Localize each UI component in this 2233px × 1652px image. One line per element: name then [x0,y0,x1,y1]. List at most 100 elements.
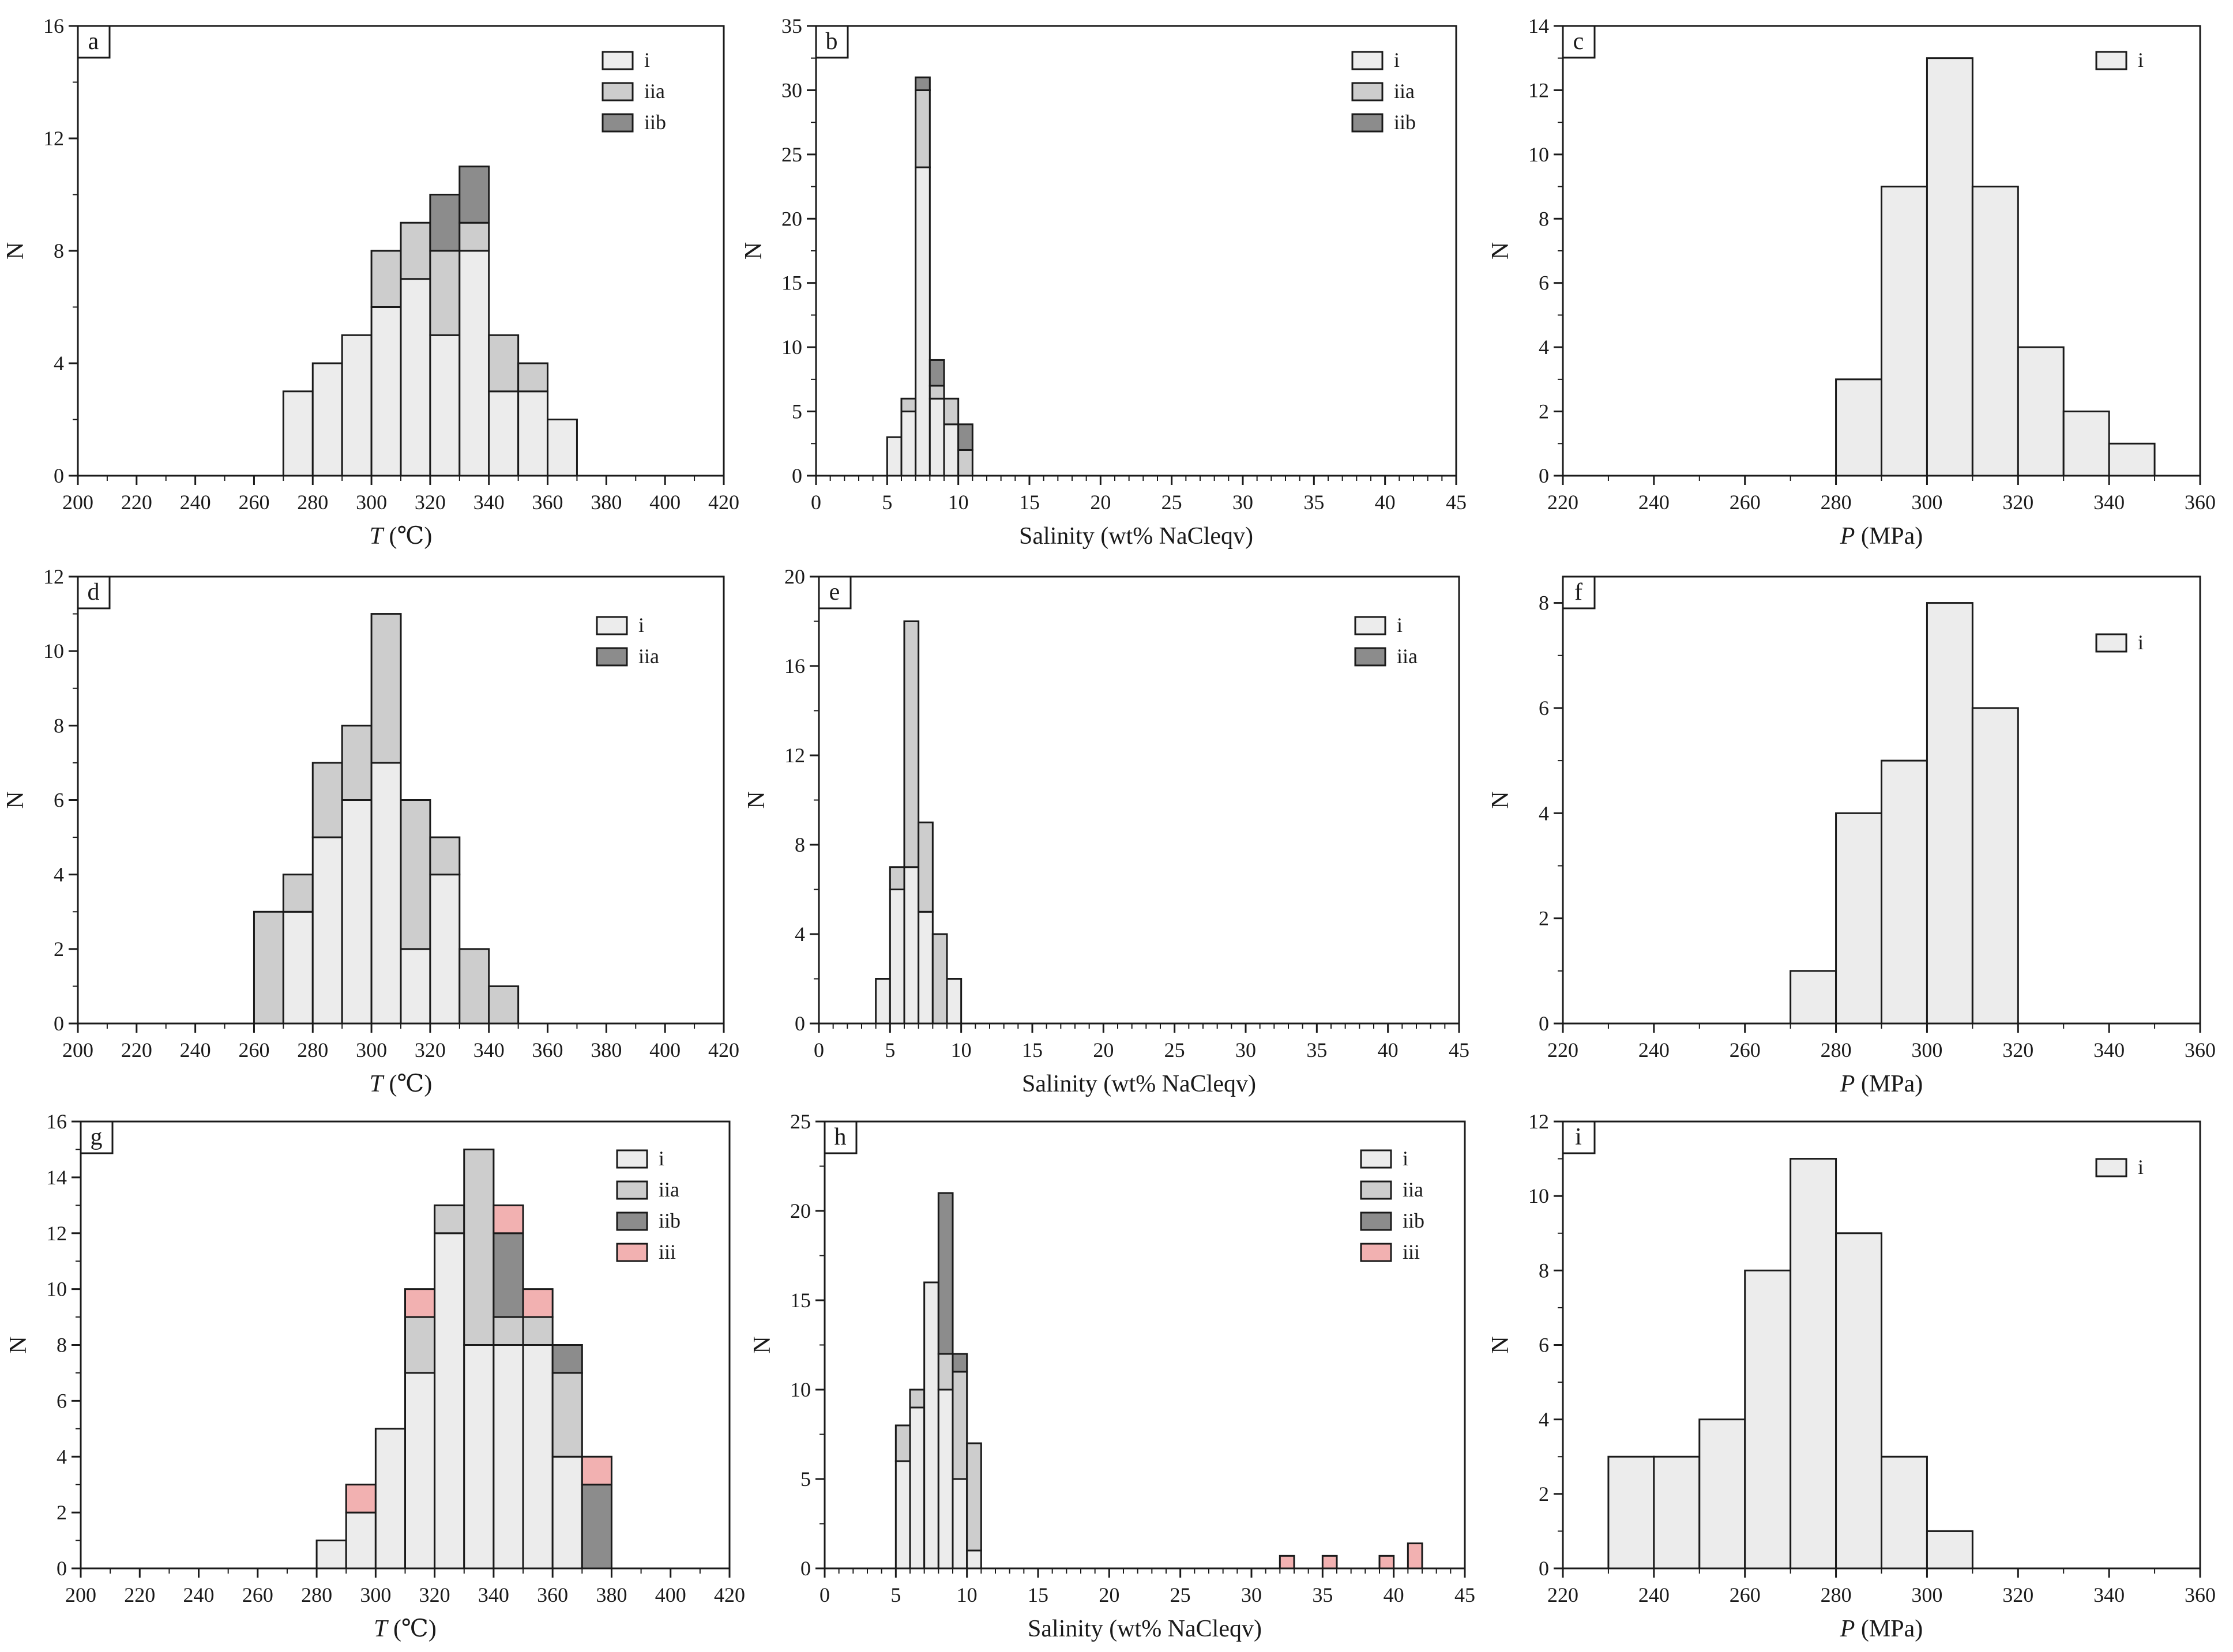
bar-b-iia-6 [900,397,917,413]
bar-g-iia-340 [493,1316,524,1346]
bars-i [1607,1158,1973,1570]
bar-c-i-280 [1835,378,1883,477]
x-tick-label-d: 300 [356,1038,387,1062]
panel-tag-box-b [815,25,849,59]
legend-label-d-iia: iia [638,645,659,668]
x-tick-label-a: 200 [62,491,93,514]
x-tick-label-i: 340 [2093,1583,2125,1606]
bars-g [315,1148,612,1570]
bar-g-i-350 [522,1344,554,1570]
x-tick-label-b: 15 [1019,491,1040,514]
y-tick-label-c: 14 [1528,14,1549,37]
x-tick-label-a: 400 [649,491,681,514]
y-tick-label-b: 0 [792,464,802,487]
y-tick-label-c: 8 [1539,207,1549,230]
y-tick-label-b: 5 [792,400,802,423]
bar-g-i-320 [434,1232,465,1570]
y-tick-label-f: 6 [1539,697,1549,720]
x-axis-label-i: P (MPa) [1840,1616,1923,1642]
bar-e-iia-8 [931,933,948,1025]
bar-g-i-290 [345,1511,377,1570]
x-tick-label-i: 240 [1638,1583,1670,1606]
y-tick-label-g: 10 [46,1278,67,1301]
x-tick-label-f: 320 [2002,1038,2033,1062]
x-axis-label-g: T (℃) [374,1616,437,1642]
x-tick-label-a: 260 [238,491,269,514]
bar-d-iia-260 [253,910,284,1025]
bar-a-i-280 [311,362,343,477]
chart-panel-f: 220 240 260 280 300 320 340 360 0 2 4 6 8 N P (MPa) f i [1487,575,2216,1097]
x-tick-label-a: 300 [356,491,387,514]
y-tick-label-d: 10 [43,639,64,663]
bar-h-i-7 [923,1281,939,1570]
bar-b-i-7 [915,166,931,477]
x-axis-label-h: Salinity (wt% NaCleqv) [1028,1616,1262,1642]
x-tick-label-e: 30 [1235,1038,1256,1062]
x-tick-label-a: 360 [532,491,563,514]
chart-panel-i: 220 240 260 280 300 320 340 360 0 2 4 6 8 10 12 N P (MPa… [1487,1110,2216,1642]
y-tick-label-a: 4 [54,352,64,375]
bar-g-iia-350 [522,1316,554,1346]
bar-a-iia-330 [458,221,490,252]
x-tick-label-i: 360 [2185,1583,2216,1606]
x-tick-label-g: 300 [360,1583,391,1606]
bar-g-iib-340 [493,1232,524,1318]
x-tick-label-a: 320 [415,491,446,514]
legend-swatch-d-i [596,616,628,635]
y-tick-label-b: 25 [781,143,802,166]
bar-d-iia-270 [282,874,314,913]
bar-a-i-330 [458,250,490,477]
x-tick-label-d: 360 [532,1038,563,1062]
bar-h-iib-8 [937,1192,954,1355]
bar-a-iia-300 [370,250,402,308]
y-axis-label-f: N [1487,791,1514,808]
x-tick-label-f: 220 [1547,1038,1578,1062]
bar-d-iia-330 [458,948,490,1025]
y-tick-label-d: 8 [54,714,64,737]
panel-tag-box-i [1562,1120,1596,1154]
x-tick-label-g: 420 [714,1583,745,1606]
x-tick-label-g: 380 [596,1583,627,1606]
panel-tag-h: h [834,1124,847,1150]
y-axis-label-d: N [2,791,29,808]
bar-a-i-350 [517,390,549,477]
bar-e-iia-5 [889,866,905,890]
x-axis-label-e: Salinity (wt% NaCleqv) [1022,1071,1256,1097]
x-tick-label-g: 220 [124,1583,155,1606]
legend-label-h-iia: iia [1403,1178,1423,1201]
legend-swatch-h-i [1360,1149,1392,1169]
y-axis-label-a: N [2,242,29,259]
x-tick-label-h: 25 [1170,1583,1191,1606]
bar-d-i-310 [400,948,431,1025]
y-tick-label-d: 4 [54,863,64,886]
y-tick-label-b: 10 [781,336,802,359]
y-tick-label-i: 4 [1539,1408,1549,1431]
bars-a [282,165,578,477]
x-tick-label-e: 5 [885,1038,895,1062]
bar-b-i-8 [928,397,945,477]
panel-tag-box-g [80,1120,114,1154]
x-tick-label-d: 320 [415,1038,446,1062]
bar-h-i-6 [909,1406,926,1570]
x-tick-label-a: 420 [708,491,739,514]
bar-a-iib-320 [429,194,461,252]
legend-swatch-a-iia [602,82,634,101]
x-tick-label-b: 0 [811,491,821,514]
x-tick-label-c: 280 [1821,491,1852,514]
x-tick-label-i: 300 [1911,1583,1942,1606]
y-tick-label-h: 0 [800,1557,811,1580]
x-tick-label-c: 320 [2002,491,2033,514]
legend-swatch-f-i [2095,633,2127,653]
y-tick-label-f: 2 [1539,907,1549,930]
bar-h-iib-9 [952,1353,968,1373]
legend-label-g-i: i [659,1147,664,1170]
bar-d-iia-300 [370,613,402,764]
legend-label-a-iia: iia [644,80,665,103]
legend-label-b-iia: iia [1394,80,1415,103]
bar-g-i-360 [551,1455,583,1570]
bar-a-i-270 [282,390,314,477]
y-tick-label-d: 2 [54,938,64,961]
x-tick-label-d: 400 [649,1038,681,1062]
bar-i-i-250 [1698,1418,1746,1570]
bar-g-iii-370 [581,1455,612,1486]
